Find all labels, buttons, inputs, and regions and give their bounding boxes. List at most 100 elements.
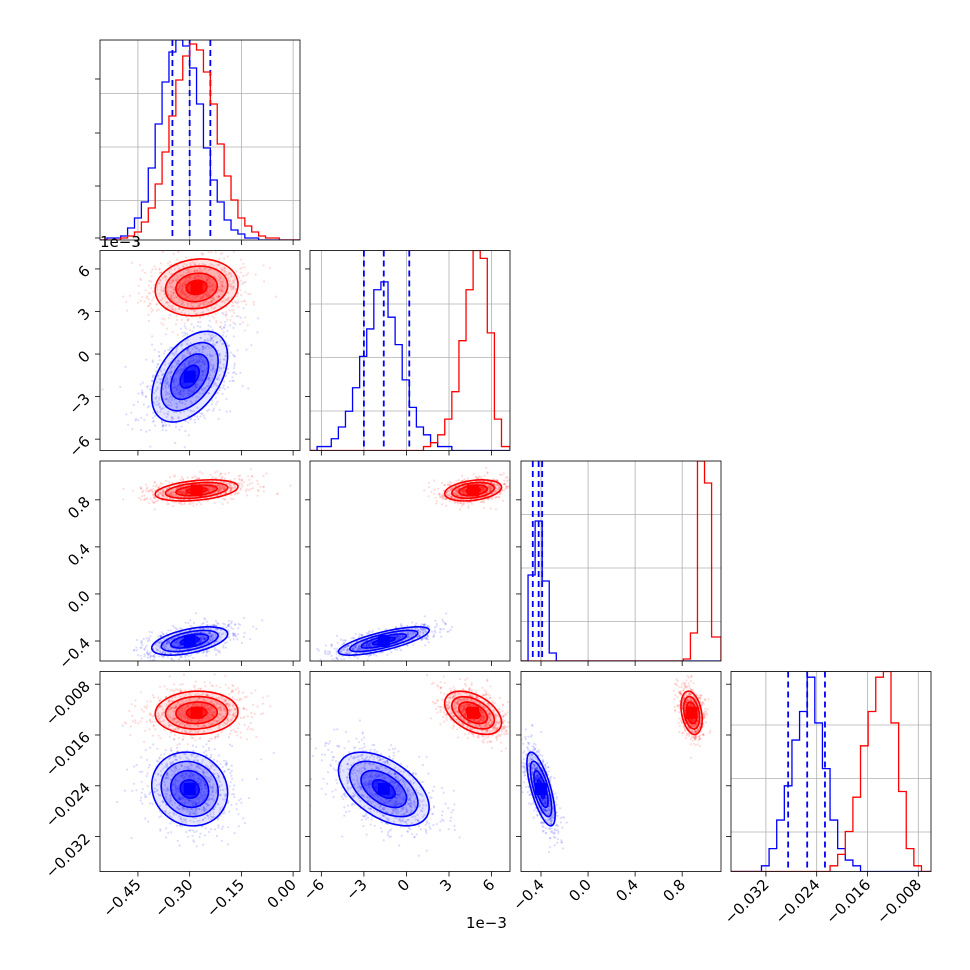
scatter-point (147, 319, 150, 323)
scatter-point (180, 302, 183, 306)
scatter-point (218, 651, 222, 654)
scatter-point (409, 632, 412, 636)
scatter-point (414, 628, 417, 631)
scatter-point (201, 374, 204, 377)
scatter-point (230, 486, 233, 489)
scatter-point (157, 281, 160, 284)
scatter-point (202, 388, 205, 391)
scatter-point (219, 367, 222, 370)
scatter-point (221, 280, 224, 284)
scatter-point (162, 289, 165, 292)
scatter-point (214, 487, 217, 490)
scatter-point (233, 275, 236, 278)
scatter-point (145, 413, 149, 416)
scatter-point (431, 630, 434, 634)
scatter-point (232, 304, 235, 307)
scatter-point (186, 319, 189, 322)
scatter-point (158, 271, 161, 274)
scatter-point (192, 305, 195, 309)
scatter-point (185, 277, 188, 280)
scatter-point (195, 361, 198, 364)
scatter-point (168, 481, 171, 484)
scatter-point (162, 633, 165, 636)
scatter-point (194, 475, 197, 478)
scatter-point (466, 477, 469, 480)
scatter-point (188, 353, 191, 356)
scatter-point (155, 389, 158, 392)
scatter-point (206, 314, 209, 317)
scatter-point (188, 269, 191, 272)
scatter-point (240, 300, 243, 303)
scatter-point (154, 485, 157, 488)
scatter-point (223, 358, 226, 361)
scatter-point (232, 634, 235, 637)
scatter-point (319, 658, 322, 661)
scatter-point (165, 642, 168, 645)
scatter-point (153, 497, 156, 500)
scatter-point (197, 274, 200, 277)
scatter-point (202, 370, 205, 374)
scatter-point (217, 288, 220, 291)
scatter-point (398, 634, 401, 637)
scatter-point (149, 489, 152, 492)
scatter-point (188, 361, 191, 364)
scatter-point (161, 651, 164, 654)
scatter-point (183, 388, 186, 391)
scatter-point (212, 363, 215, 366)
scatter-point (176, 628, 179, 631)
scatter-point (179, 389, 182, 392)
scatter-point (205, 623, 208, 627)
scatter-point (364, 645, 367, 648)
scatter-point (228, 482, 232, 485)
scatter-point (170, 493, 173, 496)
scatter-point (215, 303, 218, 306)
scatter-point (158, 406, 161, 409)
scatter-point (183, 363, 186, 366)
scatter-point (194, 296, 197, 299)
scatter-point (203, 637, 206, 641)
scatter-point (209, 325, 212, 328)
scatter-point (190, 417, 193, 420)
scatter-point (205, 292, 208, 295)
scatter-point (173, 354, 176, 357)
scatter-point (187, 317, 190, 320)
scatter-point (207, 488, 210, 491)
scatter-point (197, 631, 200, 634)
scatter-point (200, 376, 203, 379)
scatter-point (251, 487, 254, 490)
scatter-point (212, 298, 215, 301)
scatter-point (200, 412, 203, 415)
scatter-point (164, 378, 167, 381)
scatter-point (156, 494, 160, 497)
scatter-point (220, 283, 223, 286)
scatter-point (165, 642, 168, 645)
scatter-point (162, 424, 165, 427)
scatter-point (202, 414, 205, 417)
scatter-point (221, 285, 224, 288)
scatter-point (165, 278, 168, 281)
scatter-point (327, 653, 330, 656)
scatter-point (144, 271, 147, 274)
scatter-point (204, 338, 207, 341)
scatter-point (233, 364, 236, 367)
scatter-point (176, 385, 179, 388)
scatter-point (179, 648, 182, 652)
scatter-point (167, 293, 170, 296)
scatter-point (212, 365, 215, 368)
scatter-point (365, 643, 368, 646)
scatter-point (162, 643, 165, 646)
scatter-point (201, 345, 205, 348)
scatter-point (127, 423, 130, 426)
scatter-point (175, 350, 178, 354)
scatter-point (215, 640, 218, 643)
scatter-point (204, 276, 207, 279)
scatter-point (222, 290, 225, 293)
scatter-point (188, 329, 191, 332)
scatter-point (181, 401, 184, 404)
scatter-point (229, 324, 232, 327)
scatter-point (206, 295, 209, 298)
scatter-point (210, 285, 213, 288)
scatter-point (217, 295, 221, 298)
scatter-point (135, 417, 138, 420)
scatter-point (131, 489, 134, 492)
